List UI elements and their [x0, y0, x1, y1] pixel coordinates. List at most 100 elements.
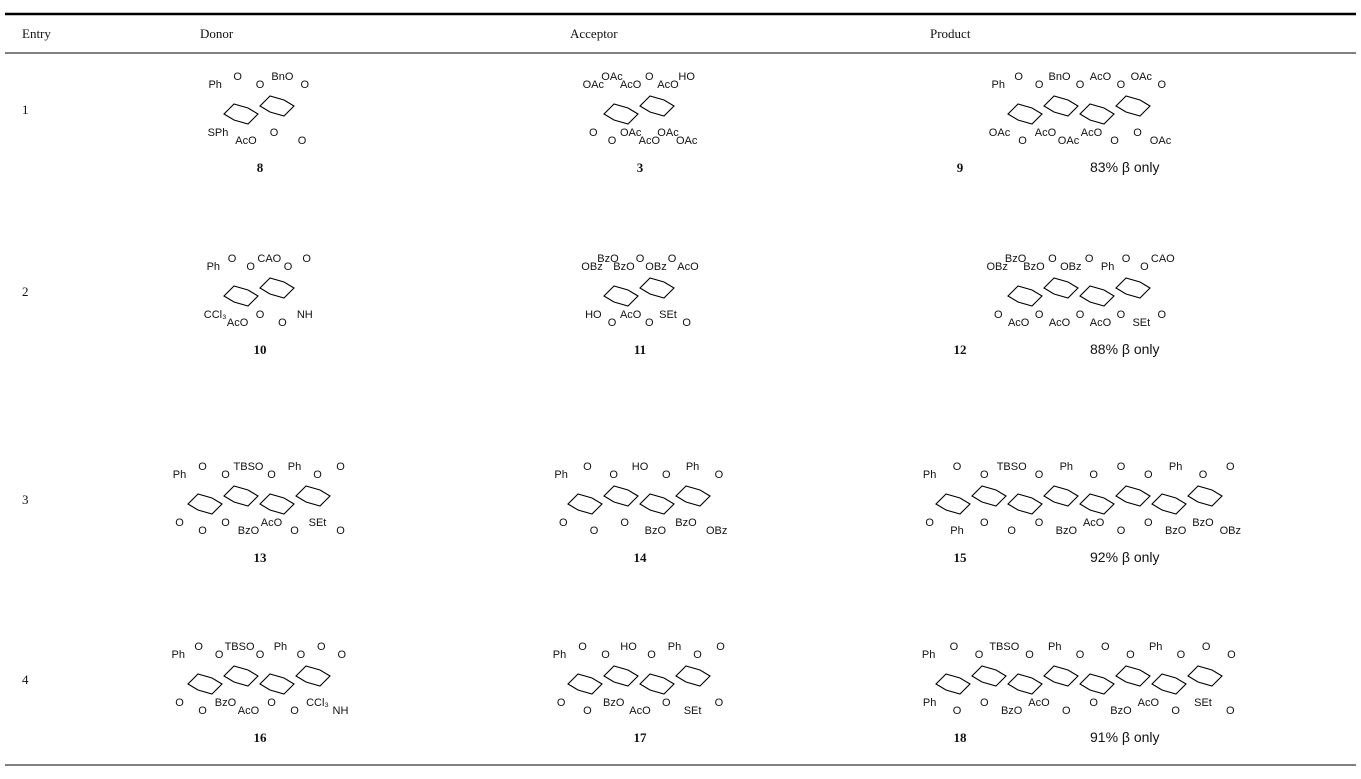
atom-label: O	[297, 649, 306, 661]
ring	[1043, 485, 1079, 507]
atom-label: Ph	[923, 697, 936, 709]
atom-label: O	[284, 261, 293, 273]
yield: 83% β only	[1090, 159, 1160, 175]
atom-label: AcO	[1035, 127, 1057, 139]
atom-label: NH	[333, 705, 349, 717]
ring	[223, 103, 259, 125]
atom-label: Ph	[923, 469, 936, 481]
atom-label: O	[278, 317, 287, 329]
atom-label: O	[1157, 79, 1166, 91]
ring	[675, 485, 711, 507]
atom-label: OBz	[986, 261, 1007, 273]
ring	[223, 485, 259, 507]
entry-number: 2	[22, 284, 29, 299]
atom-label: O	[1076, 79, 1085, 91]
atom-label: BzO	[1023, 261, 1045, 273]
compound-id: 13	[254, 550, 268, 565]
ring	[1043, 665, 1079, 687]
atom-label: O	[1117, 525, 1126, 537]
atom-label: HO	[632, 461, 649, 473]
atom-label: AcO	[629, 705, 651, 717]
atom-label: O	[1140, 261, 1149, 273]
atom-label: O	[1122, 253, 1131, 265]
atom-label: TBSO	[997, 461, 1027, 473]
atom-label: O	[1117, 309, 1126, 321]
atom-label: O	[198, 461, 207, 473]
entry-number: 3	[22, 492, 29, 507]
atom-label: O	[608, 135, 617, 147]
atom-label: O	[1035, 309, 1044, 321]
atom-label: O	[1171, 705, 1180, 717]
ring	[1007, 673, 1043, 695]
atom-label: HO	[585, 309, 602, 321]
atom-label: OAc	[1150, 135, 1172, 147]
atom-label: SPh	[208, 127, 229, 139]
header-cell: Donor	[200, 26, 234, 41]
atom-label: O	[589, 127, 598, 139]
atom-label: TBSO	[225, 641, 255, 653]
atom-label: CAO	[257, 253, 281, 265]
atom-label: CCl₃	[204, 309, 227, 321]
atom-label: O	[953, 461, 962, 473]
ring	[639, 277, 675, 299]
atom-label: Ph	[288, 461, 301, 473]
atom-label: O	[290, 525, 299, 537]
atom-label: O	[620, 517, 629, 529]
atom-label: O	[1076, 649, 1085, 661]
ring	[1115, 485, 1151, 507]
compound-id: 10	[254, 342, 267, 357]
atom-label: O	[693, 649, 702, 661]
atom-label: O	[559, 517, 568, 529]
ring	[603, 665, 639, 687]
atom-label: O	[1085, 253, 1094, 265]
ring	[259, 277, 295, 299]
atom-label: Ph	[922, 649, 935, 661]
atom-label: O	[1226, 705, 1235, 717]
ring	[1007, 285, 1043, 307]
atom-label: O	[980, 469, 989, 481]
atom-label: O	[950, 641, 959, 653]
atom-label: O	[221, 517, 230, 529]
ring	[675, 665, 711, 687]
atom-label: OAc	[676, 135, 698, 147]
ring	[259, 673, 295, 695]
atom-label: BzO	[1165, 525, 1187, 537]
atom-label: Ph	[1048, 641, 1061, 653]
yield: 91% β only	[1090, 729, 1160, 745]
atom-label: O	[590, 525, 599, 537]
compound-id: 12	[954, 342, 967, 357]
ring	[1079, 673, 1115, 695]
atom-label: AcO	[238, 705, 260, 717]
ring	[1043, 277, 1079, 299]
atom-label: O	[1133, 127, 1142, 139]
atom-label: BzO	[597, 253, 619, 265]
header-cell: Entry	[22, 26, 51, 41]
atom-label: HO	[620, 641, 637, 653]
ring	[935, 493, 971, 515]
atom-label: SEt	[1132, 317, 1150, 329]
atom-label: AcO	[639, 135, 661, 147]
atom-label: O	[583, 461, 592, 473]
atom-label: BnO	[1049, 71, 1071, 83]
ring	[971, 485, 1007, 507]
ring	[603, 103, 639, 125]
atom-label: O	[290, 705, 299, 717]
atom-label: O	[221, 469, 230, 481]
atom-label: O	[256, 309, 265, 321]
atom-label: TBSO	[234, 461, 264, 473]
atom-label: Ph	[1060, 461, 1073, 473]
atom-label: O	[1018, 135, 1027, 147]
atom-label: O	[1007, 525, 1016, 537]
header-cell: Product	[930, 26, 971, 41]
atom-label: O	[336, 525, 345, 537]
atom-label: SEt	[684, 705, 702, 717]
atom-label: O	[662, 697, 671, 709]
atom-label: O	[1226, 461, 1235, 473]
atom-label: O	[1227, 649, 1236, 661]
atom-label: Ph	[950, 525, 963, 537]
atom-label: O	[682, 317, 691, 329]
atom-label: AcO	[1090, 71, 1112, 83]
atom-label: O	[336, 461, 345, 473]
ring	[259, 95, 295, 117]
atom-label: BzO	[1001, 705, 1023, 717]
